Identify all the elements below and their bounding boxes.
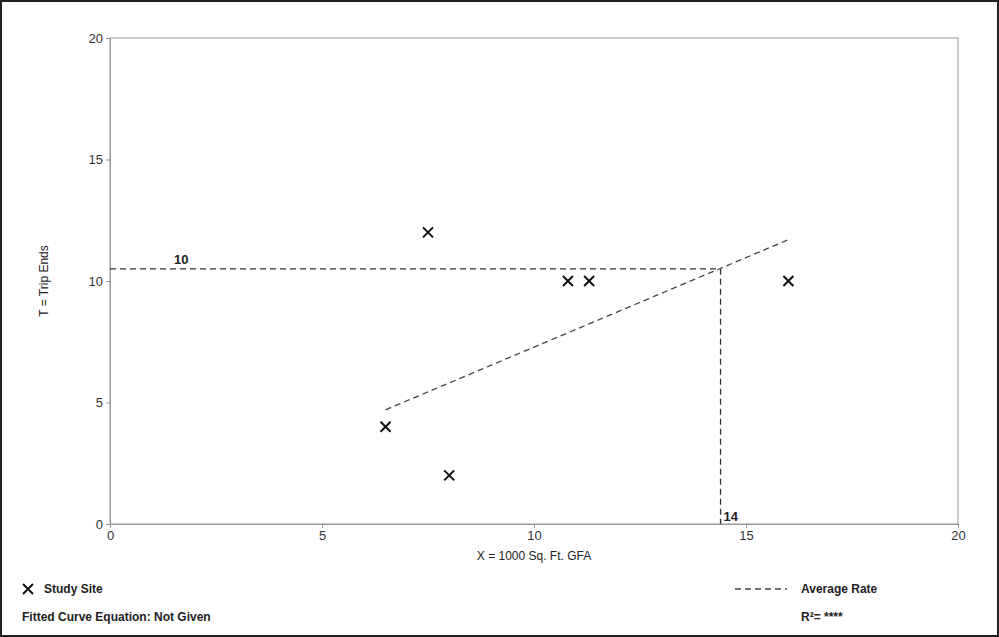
y-tick: 15 xyxy=(89,152,110,167)
study-site-point xyxy=(381,422,391,432)
x-axis-title: X = 1000 Sq. Ft. GFA xyxy=(477,549,591,563)
x-tick-label: 10 xyxy=(527,528,541,543)
x-tick-label: 5 xyxy=(319,528,326,543)
study-site-point xyxy=(444,470,454,480)
y-tick-mark xyxy=(106,281,110,282)
annotation-label: 14 xyxy=(724,509,739,524)
y-axis-line xyxy=(106,39,111,525)
x-tick: 15 xyxy=(739,524,753,543)
legend: Study Site Average Rate xyxy=(23,582,878,596)
x-tick: 20 xyxy=(951,524,965,543)
average-rate-line xyxy=(386,240,789,410)
plot-frame xyxy=(110,38,958,524)
y-axis-title: T = Trip Ends xyxy=(37,245,51,316)
plot: 0 5 10 15 20 0 5 10 15 20 10 14 xyxy=(89,31,966,544)
annotation-h-line xyxy=(110,268,721,269)
annotation-v-line xyxy=(720,269,721,524)
y-tick: 10 xyxy=(89,274,110,289)
y-tick-mark xyxy=(106,524,110,525)
y-axis: 0 5 10 15 20 xyxy=(89,31,111,532)
y-tick: 5 xyxy=(96,395,110,410)
y-tick-label: 20 xyxy=(89,31,103,46)
y-tick-mark xyxy=(106,38,110,39)
x-tick: 0 xyxy=(107,524,114,543)
marks xyxy=(110,227,793,524)
x-tick-label: 15 xyxy=(739,528,753,543)
y-tick-label: 15 xyxy=(89,152,103,167)
study-site-point xyxy=(584,276,594,286)
y-tick-label: 10 xyxy=(89,274,103,289)
legend-swatch xyxy=(735,588,787,589)
study-site-point xyxy=(783,276,793,286)
x-tick-label: 20 xyxy=(951,528,965,543)
y-tick-mark xyxy=(106,403,110,404)
study-site-point xyxy=(563,276,573,286)
y-tick-label: 5 xyxy=(96,395,103,410)
x-tick: 5 xyxy=(319,524,326,543)
y-tick-label: 0 xyxy=(96,517,103,532)
legend-label: Study Site xyxy=(44,582,103,596)
fitted-curve-text: Fitted Curve Equation: Not Given xyxy=(22,610,211,624)
r-squared-text: R²= **** xyxy=(801,610,843,624)
study-site-point xyxy=(423,227,433,237)
legend-label: Average Rate xyxy=(801,582,878,596)
annotation-label: 10 xyxy=(174,252,188,267)
legend-item: Study Site xyxy=(23,582,103,596)
chart: 0 5 10 15 20 0 5 10 15 20 10 14 X = 1000 Sq. Ft. GFA… xyxy=(0,0,999,637)
legend-item: Average Rate xyxy=(735,582,878,596)
legend-swatch xyxy=(23,584,33,594)
y-tick-mark xyxy=(106,160,110,161)
x-axis: 0 5 10 15 20 xyxy=(107,524,966,543)
y-tick: 0 xyxy=(96,517,110,532)
y-tick: 20 xyxy=(89,31,110,46)
x-tick-label: 0 xyxy=(107,528,114,543)
x-tick: 10 xyxy=(527,524,541,543)
outer-frame xyxy=(1,1,998,636)
